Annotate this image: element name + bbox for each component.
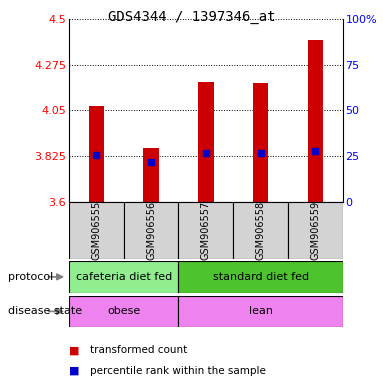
Text: ■: ■	[69, 345, 79, 355]
Bar	[198, 82, 214, 202]
Bar	[253, 83, 268, 202]
Bar	[69, 261, 178, 293]
Text: GSM906558: GSM906558	[255, 201, 266, 260]
Bar	[69, 202, 124, 259]
Bar	[124, 202, 178, 259]
Bar	[178, 296, 343, 327]
Bar	[233, 202, 288, 259]
Bar	[288, 202, 343, 259]
Text: disease state: disease state	[8, 306, 82, 316]
Bar	[69, 296, 178, 327]
Bar	[178, 261, 343, 293]
Text: GSM906556: GSM906556	[146, 201, 156, 260]
Text: ■: ■	[69, 366, 79, 376]
Text: percentile rank within the sample: percentile rank within the sample	[90, 366, 266, 376]
Bar	[143, 148, 159, 202]
Text: obese: obese	[107, 306, 140, 316]
Text: transformed count: transformed count	[90, 345, 187, 355]
Text: GSM906559: GSM906559	[310, 201, 321, 260]
Text: GSM906557: GSM906557	[201, 201, 211, 260]
Bar	[308, 40, 323, 202]
Text: standard diet fed: standard diet fed	[213, 272, 309, 282]
Text: protocol: protocol	[8, 272, 53, 282]
Text: cafeteria diet fed: cafeteria diet fed	[75, 272, 172, 282]
Text: GDS4344 / 1397346_at: GDS4344 / 1397346_at	[108, 10, 275, 23]
Bar	[178, 202, 233, 259]
Text: GSM906555: GSM906555	[91, 201, 101, 260]
Bar	[88, 106, 104, 202]
Text: lean: lean	[249, 306, 273, 316]
